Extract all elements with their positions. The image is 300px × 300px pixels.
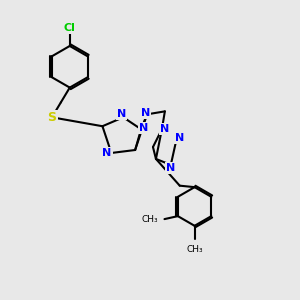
Text: N: N	[141, 108, 150, 118]
Text: N: N	[166, 163, 176, 173]
Text: Cl: Cl	[64, 23, 76, 33]
Text: N: N	[117, 109, 126, 119]
Text: N: N	[175, 133, 184, 143]
Text: S: S	[47, 111, 56, 124]
Text: N: N	[140, 123, 149, 133]
Text: N: N	[102, 148, 112, 158]
Text: CH₃: CH₃	[186, 245, 203, 254]
Text: CH₃: CH₃	[142, 214, 158, 224]
Text: N: N	[160, 124, 170, 134]
